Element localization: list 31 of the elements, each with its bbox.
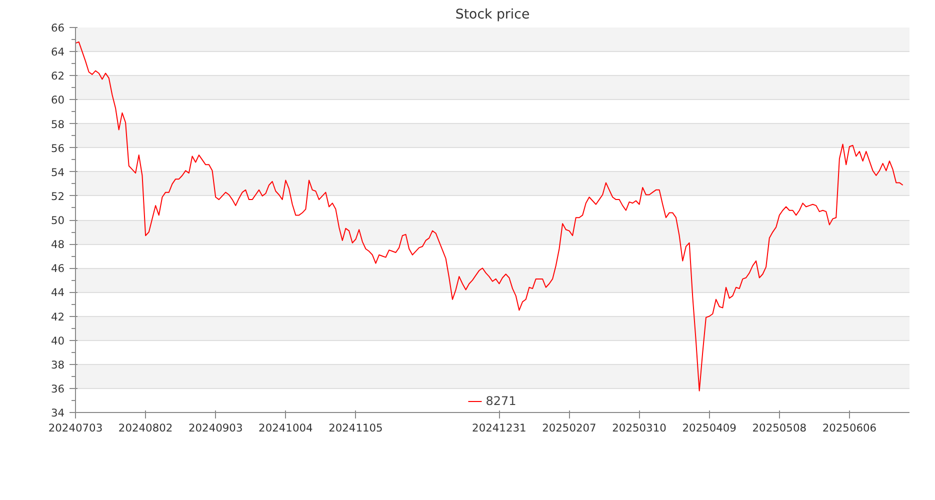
legend-label: 8271 [486,394,516,408]
x-tick-label: 20240903 [188,422,243,434]
y-tick-label: 62 [50,70,65,83]
y-tick-label: 50 [50,214,65,227]
x-tick-label: 20241004 [258,422,314,434]
x-tick-label: 20240802 [118,422,173,434]
x-tick-label: 20250409 [682,422,737,434]
y-tick-label: 48 [50,238,65,252]
y-tick-label: 58 [50,118,65,131]
x-tick-label: 20241231 [472,422,526,434]
y-tick-label: 42 [50,310,65,324]
x-tick-label: 20250606 [822,422,877,434]
y-tick-label: 56 [50,142,65,155]
y-tick-label: 52 [50,190,65,203]
y-tick-label: 38 [50,358,65,372]
y-tick-label: 60 [50,94,65,107]
chart-title: Stock price [455,8,530,22]
y-tick-label: 54 [50,166,65,179]
y-tick-label: 64 [50,46,65,59]
x-tick-label: 20250310 [612,422,667,434]
y-tick-label: 66 [50,22,65,34]
x-tick-label: 20241105 [328,422,383,434]
x-tick-label: 20250508 [752,422,807,434]
x-tick-label: 20250207 [542,422,596,434]
y-tick-label: 40 [50,334,65,348]
y-tick-label: 36 [50,382,65,396]
line-series [76,41,904,392]
y-tick-label: 34 [50,406,65,420]
y-tick-label: 44 [50,286,65,300]
y-tick-label: 46 [50,262,65,276]
x-tick-label: 20240703 [48,422,103,434]
